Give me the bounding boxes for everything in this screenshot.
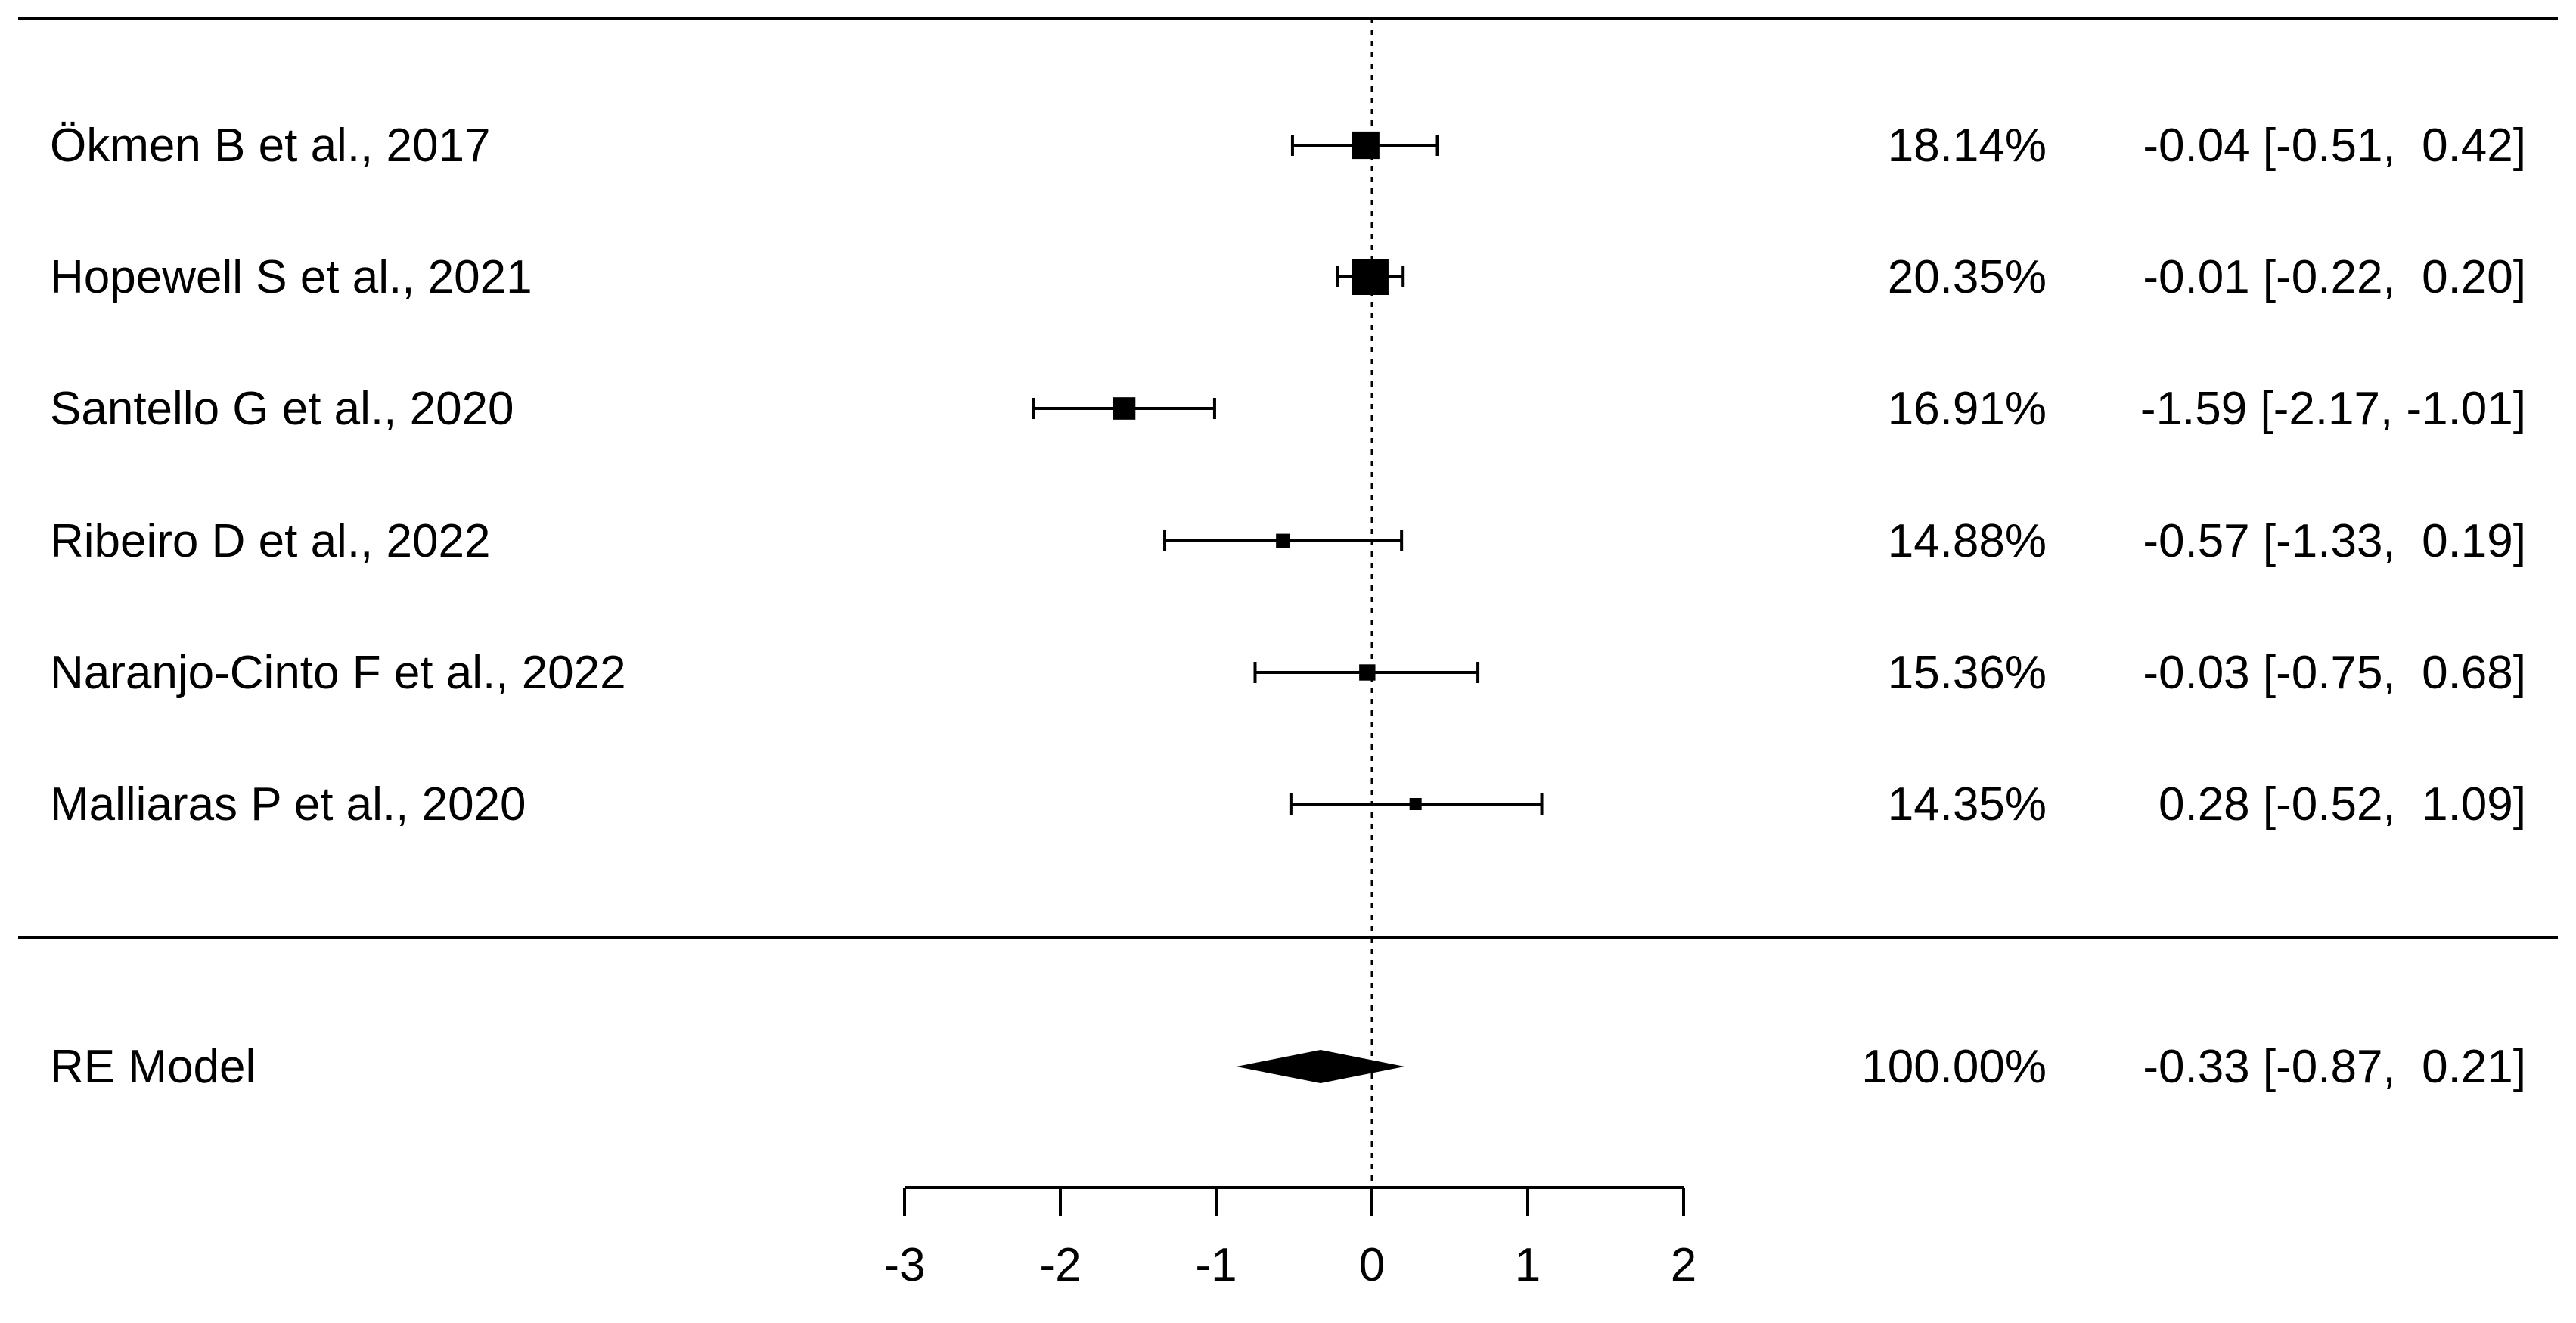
point-estimate <box>1276 533 1290 548</box>
x-tick-label: 2 <box>1671 1239 1696 1291</box>
study-label: Santello G et al., 2020 <box>50 383 514 435</box>
point-estimate <box>1409 798 1422 810</box>
x-tick-label: 1 <box>1515 1239 1541 1291</box>
study-label: Ökmen B et al., 2017 <box>50 120 490 172</box>
study-row: Naranjo-Cinto F et al., 2022 15.36% -0.03 … <box>50 647 2526 699</box>
weight-label: 18.14% <box>1888 120 2047 172</box>
study-rows: Ökmen B et al., 2017 18.14% -0.04 [-0.51, … <box>50 120 2526 831</box>
study-label: Malliaras P et al., 2020 <box>50 778 526 831</box>
summary-ci-label: -0.33 [-0.87, 0.21] <box>2143 1041 2526 1093</box>
estimate-ci-label: -0.03 [-0.75, 0.68] <box>2143 647 2526 699</box>
estimate-ci-label: -0.01 [-0.22, 0.20] <box>2143 251 2526 303</box>
x-tick-label: 0 <box>1359 1239 1385 1291</box>
study-row: Hopewell S et al., 2021 20.35% -0.01 [-0.2… <box>50 251 2526 303</box>
summary-row: RE Model 100.00% -0.33 [-0.87, 0.21] <box>50 1041 2526 1093</box>
point-estimate <box>1352 259 1389 295</box>
estimate-ci-label: -1.59 [-2.17, -1.01] <box>2140 383 2526 435</box>
study-row: Ökmen B et al., 2017 18.14% -0.04 [-0.51, … <box>50 120 2526 172</box>
weight-label: 14.35% <box>1888 778 2047 831</box>
study-label: Ribeiro D et al., 2022 <box>50 515 490 567</box>
summary-label: RE Model <box>50 1041 256 1093</box>
study-row: Santello G et al., 2020 16.91% -1.59 [-2.1… <box>50 383 2526 435</box>
point-estimate <box>1113 397 1136 420</box>
x-tick-label: -1 <box>1195 1239 1237 1291</box>
study-label: Hopewell S et al., 2021 <box>50 251 532 303</box>
weight-label: 14.88% <box>1888 515 2047 567</box>
weight-label: 16.91% <box>1888 383 2047 435</box>
point-estimate <box>1352 131 1380 160</box>
x-axis: -3 -2 -1 0 1 2 <box>883 1186 1696 1291</box>
study-row: Malliaras P et al., 2020 14.35% 0.28 [-0.5… <box>50 778 2526 831</box>
estimate-ci-label: -0.04 [-0.51, 0.42] <box>2143 120 2526 172</box>
point-estimate <box>1359 664 1376 681</box>
weight-label: 15.36% <box>1888 647 2047 699</box>
weight-label: 20.35% <box>1888 251 2047 303</box>
study-row: Ribeiro D et al., 2022 14.88% -0.57 [-1.33… <box>50 515 2526 567</box>
x-tick-label: -3 <box>883 1239 925 1291</box>
summary-diamond <box>1236 1050 1405 1083</box>
study-label: Naranjo-Cinto F et al., 2022 <box>50 647 626 699</box>
estimate-ci-label: 0.28 [-0.52, 1.09] <box>2159 778 2526 831</box>
estimate-ci-label: -0.57 [-1.33, 0.19] <box>2143 515 2526 567</box>
summary-weight-label: 100.00% <box>1861 1041 2047 1093</box>
x-tick-label: -2 <box>1039 1239 1081 1291</box>
